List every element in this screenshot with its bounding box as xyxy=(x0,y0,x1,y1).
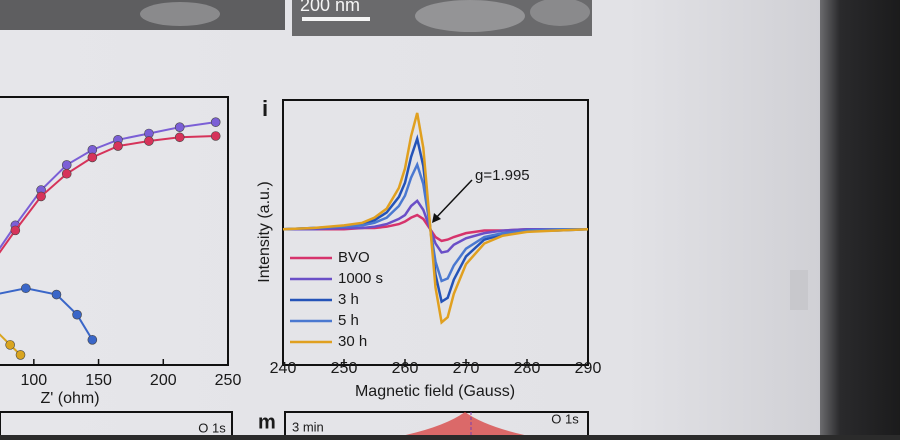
monitor-bezel xyxy=(820,0,900,435)
scale-bar xyxy=(302,17,370,21)
legend-label: 30 h xyxy=(338,333,367,350)
marker xyxy=(113,141,123,151)
marker xyxy=(10,225,21,236)
arrow-head xyxy=(432,213,441,223)
marker xyxy=(174,132,185,143)
legend-label: BVO xyxy=(338,249,370,266)
peak-label: O 1s xyxy=(198,420,226,435)
x-tick-label: 100 xyxy=(20,372,47,389)
plot-frame xyxy=(0,96,229,366)
scrollbar xyxy=(790,270,808,310)
y-axis-label: Intensity (a.u.) xyxy=(256,181,273,282)
marker xyxy=(51,289,62,300)
x-tick-label: 150 xyxy=(85,372,112,389)
legend-label: 5 h xyxy=(338,312,359,329)
marker xyxy=(72,309,82,320)
sem-grain xyxy=(415,0,525,32)
x-tick-label: 260 xyxy=(392,360,419,377)
time-label: 3 min xyxy=(292,419,324,434)
series-group xyxy=(0,117,221,360)
series-group xyxy=(282,112,589,325)
series-line xyxy=(283,198,588,254)
screen xyxy=(0,0,835,435)
plot-frame xyxy=(282,99,589,366)
sem-grain xyxy=(530,0,590,26)
x-tick-label: 250 xyxy=(331,360,358,377)
annotation: g=1.995 xyxy=(475,167,530,184)
marker xyxy=(5,340,15,350)
panel-frame xyxy=(0,411,233,440)
x-tick-label: 250 xyxy=(215,372,242,389)
panel-frame xyxy=(284,411,589,440)
marker xyxy=(15,350,26,360)
marker xyxy=(144,136,154,146)
marker xyxy=(87,152,98,163)
annotation-arrow xyxy=(433,179,473,221)
legend-label: 1000 s xyxy=(338,270,383,287)
x-tick-label: 270 xyxy=(453,360,480,377)
marker xyxy=(21,283,31,294)
panel-label: i xyxy=(262,96,268,121)
marker xyxy=(61,168,72,179)
panel-label: m xyxy=(258,411,276,433)
marker xyxy=(87,335,98,345)
series-line xyxy=(282,161,588,283)
xps-peak xyxy=(380,412,550,440)
marker xyxy=(210,117,221,127)
series-line xyxy=(282,112,589,325)
scale-bar-label: 200 nm xyxy=(300,0,360,15)
x-axis-label: Magnetic field (Gauss) xyxy=(355,383,515,400)
x-tick-label: 200 xyxy=(150,372,177,389)
sem-grain xyxy=(140,2,220,26)
peak-label: O 1s xyxy=(551,411,579,426)
marker xyxy=(174,122,185,132)
marker xyxy=(61,160,72,170)
x-tick-label: 240 xyxy=(270,360,297,377)
x-tick-label: 290 xyxy=(575,360,602,377)
legend-label: 3 h xyxy=(338,291,359,308)
x-tick-label: 280 xyxy=(514,360,541,377)
plots: 100 150 200 250 240 250 260 270 280 290 BVO 1000 s 3… xyxy=(0,112,602,389)
x-axis-label: Z' (ohm) xyxy=(40,390,99,407)
marker xyxy=(36,191,46,202)
marker xyxy=(210,131,221,141)
